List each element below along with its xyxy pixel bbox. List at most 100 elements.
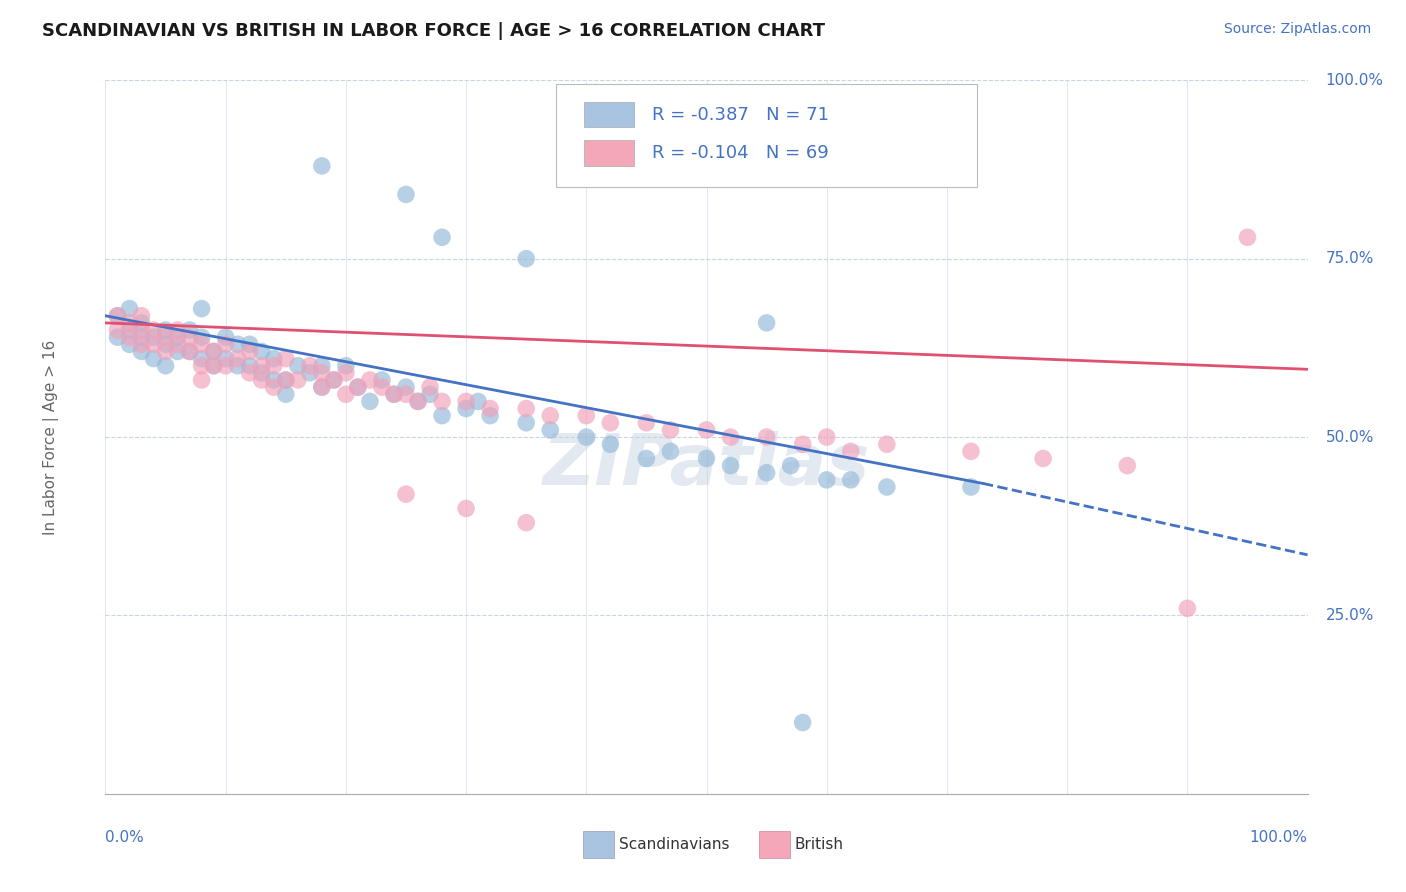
Point: [696, 451, 718, 466]
Point: [311, 359, 333, 373]
Text: 50.0%: 50.0%: [1326, 430, 1374, 444]
Point: [118, 316, 141, 330]
Point: [755, 430, 778, 444]
FancyBboxPatch shape: [557, 84, 977, 187]
Point: [190, 330, 212, 344]
Point: [479, 401, 502, 416]
Point: [131, 323, 153, 337]
Point: [575, 430, 598, 444]
Point: [250, 359, 273, 373]
Point: [960, 444, 983, 458]
Point: [155, 337, 177, 351]
Point: [179, 330, 201, 344]
Point: [190, 373, 212, 387]
Point: [166, 323, 188, 337]
Point: [755, 466, 778, 480]
Point: [226, 337, 249, 351]
Point: [395, 187, 418, 202]
Point: [118, 323, 141, 337]
Point: [179, 344, 201, 359]
Point: [155, 330, 177, 344]
Point: [190, 351, 212, 366]
Point: [467, 394, 489, 409]
Point: [263, 359, 285, 373]
Point: [142, 323, 165, 337]
Point: [479, 409, 502, 423]
Point: [335, 366, 357, 380]
Point: [779, 458, 801, 473]
Text: ZIPatlas: ZIPatlas: [543, 431, 870, 500]
Point: [274, 387, 297, 401]
Bar: [583, 102, 634, 128]
Point: [430, 394, 453, 409]
Point: [239, 337, 262, 351]
Point: [815, 473, 838, 487]
Point: [839, 473, 862, 487]
Text: Source: ZipAtlas.com: Source: ZipAtlas.com: [1223, 22, 1371, 37]
Point: [202, 344, 225, 359]
Point: [166, 344, 188, 359]
Point: [287, 359, 309, 373]
Point: [575, 409, 598, 423]
Point: [406, 394, 429, 409]
Point: [274, 373, 297, 387]
Point: [118, 301, 141, 316]
Text: Scandinavians: Scandinavians: [619, 838, 730, 852]
Point: [454, 401, 477, 416]
Point: [263, 373, 285, 387]
Point: [131, 344, 153, 359]
Point: [190, 337, 212, 351]
Point: [214, 330, 236, 344]
Point: [311, 366, 333, 380]
Point: [406, 394, 429, 409]
Point: [755, 316, 778, 330]
Point: [1116, 458, 1139, 473]
Point: [347, 380, 370, 394]
Point: [1236, 230, 1258, 244]
Text: 25.0%: 25.0%: [1326, 608, 1374, 623]
Point: [454, 501, 477, 516]
Point: [359, 373, 381, 387]
Point: [131, 337, 153, 351]
Point: [179, 323, 201, 337]
Point: [382, 387, 405, 401]
Point: [142, 351, 165, 366]
Point: [190, 301, 212, 316]
Point: [696, 423, 718, 437]
Point: [107, 323, 129, 337]
Text: 100.0%: 100.0%: [1326, 73, 1384, 87]
Point: [131, 316, 153, 330]
Point: [287, 373, 309, 387]
Point: [311, 159, 333, 173]
Point: [226, 351, 249, 366]
Point: [599, 437, 621, 451]
Point: [636, 451, 658, 466]
Point: [298, 359, 321, 373]
Point: [815, 430, 838, 444]
Point: [538, 423, 561, 437]
Point: [419, 387, 441, 401]
Text: 75.0%: 75.0%: [1326, 252, 1374, 266]
Point: [274, 373, 297, 387]
Point: [599, 416, 621, 430]
Point: [239, 366, 262, 380]
Point: [179, 344, 201, 359]
Point: [107, 309, 129, 323]
Point: [263, 351, 285, 366]
Point: [202, 359, 225, 373]
Point: [382, 387, 405, 401]
Point: [311, 380, 333, 394]
Point: [335, 387, 357, 401]
Point: [214, 337, 236, 351]
Bar: [583, 140, 634, 166]
Point: [118, 330, 141, 344]
Point: [515, 401, 537, 416]
Point: [322, 373, 344, 387]
Point: [720, 430, 742, 444]
Point: [538, 409, 561, 423]
Point: [1032, 451, 1054, 466]
Point: [250, 373, 273, 387]
Point: [155, 323, 177, 337]
Text: British: British: [794, 838, 844, 852]
Point: [395, 380, 418, 394]
